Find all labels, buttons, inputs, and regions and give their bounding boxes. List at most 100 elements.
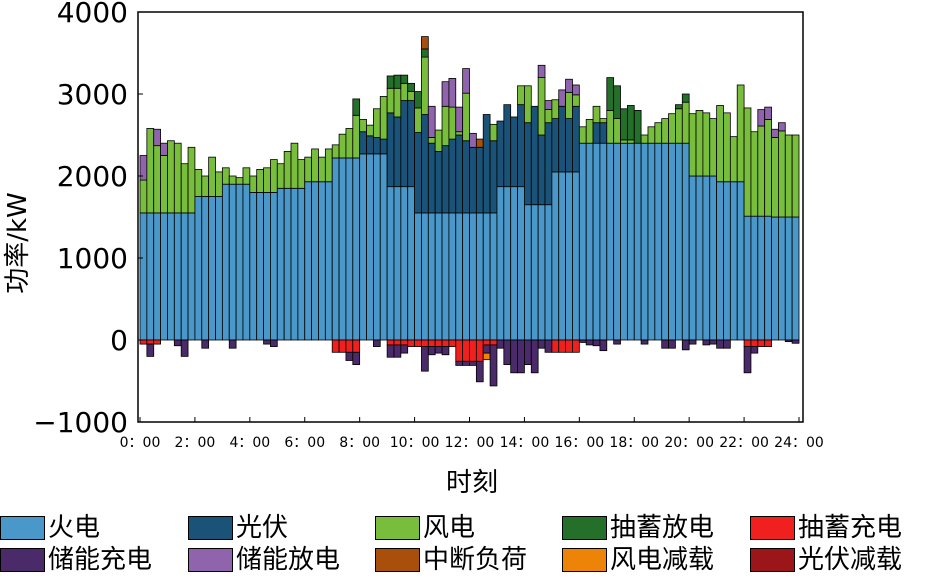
bar-segment [695, 110, 704, 177]
bar-segment [585, 142, 594, 341]
y-tick-label: 3000 [57, 78, 128, 111]
x-tick-label: 12：00 [445, 435, 495, 451]
bar-segment [146, 212, 155, 341]
bar-segment [345, 351, 354, 361]
legend-label: 中断负荷 [423, 545, 528, 575]
bar-segment [647, 126, 656, 144]
legend-item: 光伏减载 [750, 544, 902, 576]
bar-segment [455, 212, 464, 341]
bar-segment [489, 339, 498, 346]
bar-segment [421, 212, 429, 341]
bar-segment [503, 186, 512, 341]
bar-segment [338, 157, 347, 341]
x-tick-label: 24：00 [774, 435, 824, 451]
bar-segment [729, 136, 738, 183]
bar-segment [256, 169, 264, 193]
bar-segment [668, 142, 676, 341]
bar-segment [345, 157, 354, 341]
bar-segment [743, 215, 752, 341]
stacked-bar-chart: 4000 3000 2000 1000 0 −1000 0：00 2：00 4：00 6：00 8… [3, 0, 824, 498]
bar-segment [146, 339, 155, 345]
bar-segment [379, 153, 388, 341]
bar-segment [620, 108, 628, 141]
bar-segment [194, 196, 203, 341]
bar-segment [455, 131, 464, 136]
bar-segment [372, 108, 381, 138]
bar-segment [633, 142, 642, 341]
bar-segment [304, 181, 313, 341]
legend-label: 火电 [48, 513, 101, 543]
legend-item: 储能充电 [0, 544, 152, 576]
bar-segment [270, 339, 278, 347]
bar-segment [173, 339, 182, 347]
bar-segment [681, 101, 690, 144]
bar-segment [249, 175, 258, 193]
legend: 火电 光伏 风电 抽蓄放电 抽蓄充电 储能充电 储能放电 中断负荷 风电减载 光… [0, 512, 933, 582]
bar-segment [434, 346, 443, 354]
bar-segment [517, 85, 525, 106]
bar-segment [139, 339, 148, 345]
bar-segment [661, 339, 669, 349]
bar-segment [764, 119, 772, 217]
bar-segment [592, 142, 601, 341]
legend-label: 储能放电 [236, 545, 341, 575]
legend-item: 风电减载 [562, 544, 714, 576]
bar-segment [180, 339, 189, 357]
bar-segment [489, 123, 498, 142]
bar-segment [599, 142, 608, 341]
bar-segment [427, 346, 436, 356]
x-tick-label: 10：00 [390, 435, 440, 451]
bar-segment [386, 75, 395, 89]
bar-segment [441, 346, 450, 356]
bar-segment [475, 339, 484, 362]
bar-segment [359, 119, 367, 133]
legend-swatch [750, 548, 795, 572]
bar-segment [421, 114, 429, 214]
bar-segment [743, 107, 752, 217]
bar-segment [462, 360, 470, 366]
bar-segment [489, 344, 498, 387]
bar-segment [750, 339, 759, 347]
bar-segment [400, 74, 409, 84]
bar-segment [318, 156, 326, 183]
bar-segment [743, 346, 752, 374]
bar-segment [434, 339, 443, 347]
bar-segment [578, 339, 587, 343]
bar-segment [352, 157, 361, 341]
plot-frame [137, 11, 804, 423]
bar-segment [187, 212, 196, 341]
bar-segment [599, 118, 608, 124]
bar-segment [379, 96, 388, 140]
bar-segment [427, 105, 436, 138]
bar-segment [331, 339, 340, 353]
bar-segment [530, 339, 539, 374]
bar-segment [421, 339, 429, 347]
bar-segment [283, 187, 292, 341]
bar-segment [427, 142, 436, 214]
bar-segment [469, 146, 477, 214]
bar-segment [352, 98, 361, 116]
bar-segment [524, 122, 532, 206]
bar-segment [263, 339, 271, 345]
y-tick-label: 1000 [57, 242, 128, 275]
bar-segment [427, 137, 436, 144]
legend-swatch [188, 548, 233, 572]
bar-segment [668, 339, 676, 349]
bar-segment [482, 212, 491, 341]
bar-segment [551, 99, 560, 119]
bar-segment [469, 339, 477, 362]
bar-segment [675, 142, 683, 341]
bar-segment [613, 142, 621, 341]
bar-segment [386, 186, 395, 341]
bar-segment [407, 100, 415, 188]
bar-segment [688, 339, 697, 345]
bar-segment [242, 167, 251, 185]
bar-segment [778, 130, 786, 218]
bar-segment [173, 212, 182, 341]
bar-segment [633, 110, 642, 144]
legend-swatch [188, 516, 233, 540]
bar-segment [482, 344, 491, 354]
bar-segment [654, 122, 663, 144]
bar-segment [503, 339, 512, 366]
bar-segment [366, 124, 374, 137]
